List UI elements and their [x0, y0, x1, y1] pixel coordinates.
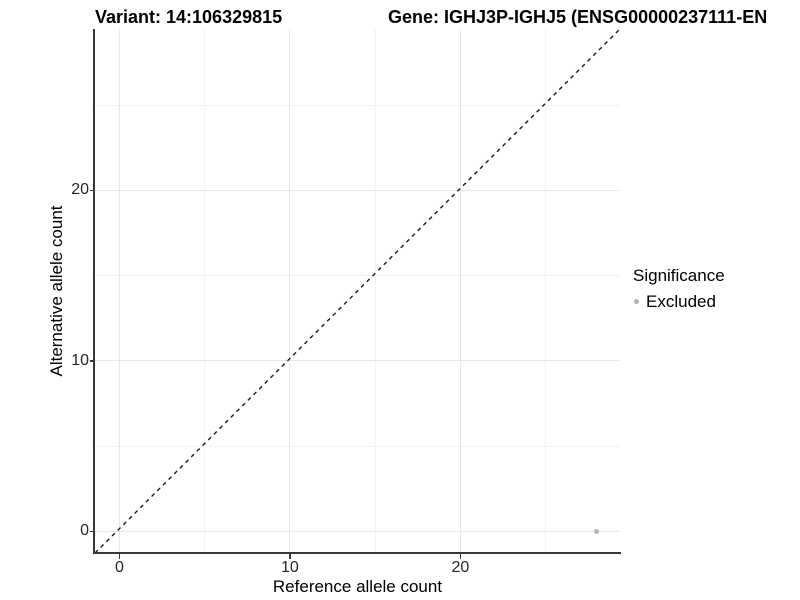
major-gridline-v	[459, 29, 461, 552]
data-point	[594, 528, 600, 534]
major-gridline-v	[118, 29, 120, 552]
legend-title: Significance	[633, 266, 725, 285]
plot-panel	[95, 29, 620, 552]
legend: Significance Excluded	[632, 266, 725, 311]
variant-title: Variant: 14:106329815	[95, 7, 283, 27]
y-tick	[89, 530, 94, 533]
x-tick	[118, 554, 121, 559]
x-tick-label: 0	[114, 559, 124, 576]
x-axis-line	[93, 552, 621, 554]
minor-gridline-v	[545, 29, 547, 552]
major-gridline-v	[289, 29, 291, 552]
minor-gridline-h	[95, 275, 620, 277]
minor-gridline-v	[204, 29, 206, 552]
y-tick-label: 0	[80, 522, 89, 540]
minor-gridline-h	[95, 445, 620, 447]
y-tick	[89, 360, 94, 362]
major-gridline-h	[95, 189, 620, 191]
major-gridline-h	[95, 530, 620, 532]
y-tick-label: 20	[71, 181, 89, 199]
x-tick-label: 10	[280, 559, 299, 576]
x-tick-label: 20	[451, 559, 470, 576]
x-tick	[289, 554, 291, 559]
x-axis-title: Reference allele count	[272, 577, 443, 596]
legend-item-excluded: Excluded	[632, 292, 725, 311]
gene-title: Gene: IGHJ3P-IGHJ5 (ENSG00000237111-EN	[388, 7, 768, 27]
y-axis-title: Alternative allele count	[47, 205, 66, 377]
major-gridline-h	[95, 360, 620, 362]
legend-key-dot-icon	[634, 299, 639, 304]
legend-item-label: Excluded	[646, 292, 716, 311]
identity-dashed-line	[95, 29, 620, 552]
y-tick	[89, 189, 94, 192]
minor-gridline-h	[95, 104, 620, 106]
y-tick-label: 10	[71, 352, 89, 370]
minor-gridline-v	[374, 29, 376, 552]
x-tick	[459, 554, 462, 559]
y-axis-line	[93, 29, 95, 554]
